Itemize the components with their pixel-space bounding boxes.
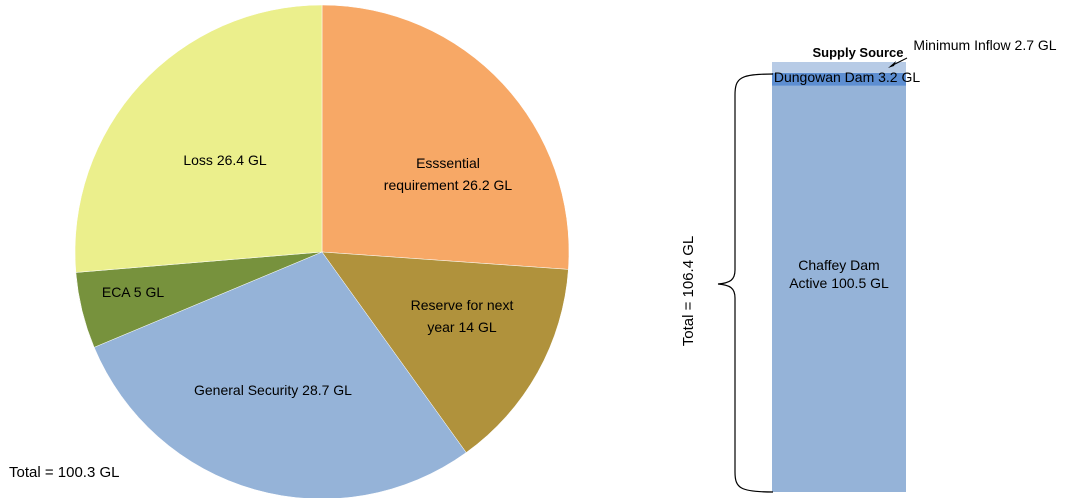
total-brace: [717, 73, 774, 493]
pie-slice-label: Esssential requirement 26.2 GL: [384, 155, 513, 193]
bar-chart-title: Supply Source: [812, 45, 903, 60]
pie-slice-label-line: year 14 GL: [427, 319, 496, 335]
bar-segment-label-line: Minimum Inflow 2.7 GL: [913, 37, 1056, 53]
pie-slice-label-line: ECA 5 GL: [102, 284, 164, 300]
bar-segment-label-line: Chaffey Dam: [798, 257, 879, 273]
bar-segment-label-line: Active 100.5 GL: [789, 275, 889, 291]
bar-segment-label-line: Dungowan Dam 3.2 GL: [774, 69, 921, 85]
pie-chart: Esssential requirement 26.2 GL Reserve for…: [74, 4, 570, 498]
minimum-inflow-arrowhead: [888, 61, 896, 68]
bar-segment: [772, 62, 906, 73]
bar-total-label: Total = 106.4 GL: [680, 236, 697, 347]
pie-slice: [321, 4, 570, 270]
pie-slice-label-line: requirement 26.2 GL: [384, 177, 513, 193]
pie-slice-label: ECA 5 GL: [102, 284, 164, 300]
bar-segment-label: Chaffey Dam Active 100.5 GL: [789, 257, 889, 291]
pie-slice: [93, 251, 467, 498]
pie-slice-label-line: Reserve for next: [411, 297, 514, 313]
pie-slice-label: Loss 26.4 GL: [183, 152, 266, 168]
pie-slice-label-line: General Security 28.7 GL: [194, 382, 352, 398]
bar-segment-label: Dungowan Dam 3.2 GL: [774, 69, 921, 85]
pie-slice: [74, 4, 323, 273]
pie-slice-label-line: Esssential: [416, 155, 480, 171]
pie-slice-label-line: Loss 26.4 GL: [183, 152, 266, 168]
pie-total-label: Total = 100.3 GL: [9, 464, 120, 481]
pie-slice-label: Reserve for next year 14 GL: [411, 297, 514, 335]
bar-segment: [772, 72, 906, 86]
bar-segment-label: Minimum Inflow 2.7 GL: [913, 37, 1056, 53]
pie-slice-label: General Security 28.7 GL: [194, 382, 352, 398]
supply-source-chart: Chaffey Dam Active 100.5 GL Dungowan Dam 3…: [772, 37, 1057, 492]
bar-segment: [772, 85, 906, 492]
pie-slice: [321, 251, 569, 453]
